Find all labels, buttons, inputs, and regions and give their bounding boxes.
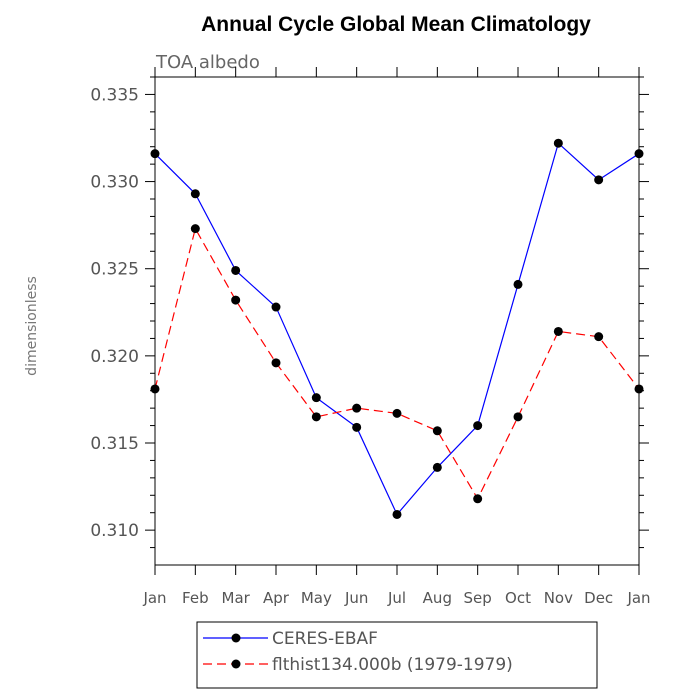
data-point-series-1 [634, 384, 644, 394]
legend: CERES-EBAF flthist134.000b (1979-1979) [196, 621, 598, 689]
data-point-series-0 [150, 149, 160, 159]
chart-subtitle: TOA albedo [155, 52, 260, 73]
legend-label-1: flthist134.000b (1979-1979) [272, 655, 513, 675]
data-point-series-1 [352, 403, 362, 413]
x-tick-label: Jul [387, 589, 406, 607]
x-tick-label: Dec [584, 589, 613, 607]
y-tick-label: 0.330 [90, 173, 139, 193]
x-tick-label: Oct [505, 589, 531, 607]
x-tick-label: Aug [423, 589, 452, 607]
data-point-series-0 [352, 422, 362, 432]
data-point-series-0 [432, 462, 442, 472]
data-point-series-1 [513, 412, 523, 422]
x-tick-label: Jun [344, 589, 368, 607]
data-point-series-0 [553, 138, 563, 148]
data-point-series-0 [271, 302, 281, 312]
data-point-series-1 [392, 408, 402, 418]
y-tick-label: 0.335 [90, 85, 139, 105]
chart-title: Annual Cycle Global Mean Climatology [201, 13, 591, 36]
x-tick-label: Sep [464, 589, 492, 607]
data-point-series-0 [473, 421, 483, 431]
x-tick-label: Apr [263, 589, 290, 607]
axis-ticks: 0.310 0.315 0.320 0.325 0.330 0.335 Jan Feb Mar A… [90, 67, 651, 607]
data-point-series-1 [231, 295, 241, 305]
data-point-series-1 [190, 224, 200, 234]
y-axis-label: dimensionless [24, 276, 40, 376]
y-tick-label: 0.325 [90, 260, 139, 280]
data-point-series-0 [231, 265, 241, 275]
data-point-series-1 [150, 384, 160, 394]
data-point-series-1 [271, 358, 281, 368]
data-point-series-1 [594, 332, 604, 342]
series-layer [150, 138, 644, 519]
y-tick-label: 0.315 [90, 434, 139, 454]
y-tick-label: 0.310 [90, 521, 139, 541]
x-tick-label: Jan [626, 589, 650, 607]
x-tick-label: May [301, 589, 332, 607]
series-line-1 [154, 227, 640, 501]
legend-marker-0 [231, 633, 241, 643]
legend-box [196, 621, 598, 689]
data-point-series-1 [553, 326, 563, 336]
data-point-series-0 [513, 279, 523, 289]
y-tick-label: 0.320 [90, 347, 139, 367]
data-point-series-1 [473, 494, 483, 504]
x-tick-label: Nov [544, 589, 573, 607]
x-tick-label: Feb [182, 589, 209, 607]
data-point-series-0 [311, 393, 321, 403]
data-point-series-0 [392, 509, 402, 519]
data-point-series-1 [311, 412, 321, 422]
legend-marker-1 [231, 659, 241, 669]
data-point-series-1 [432, 426, 442, 436]
data-point-series-0 [594, 175, 604, 185]
x-tick-label: Mar [222, 589, 251, 607]
series-line-0 [154, 142, 640, 516]
legend-label-0: CERES-EBAF [272, 629, 378, 649]
data-point-series-0 [190, 189, 200, 199]
data-point-series-0 [634, 149, 644, 159]
x-tick-label: Jan [142, 589, 166, 607]
